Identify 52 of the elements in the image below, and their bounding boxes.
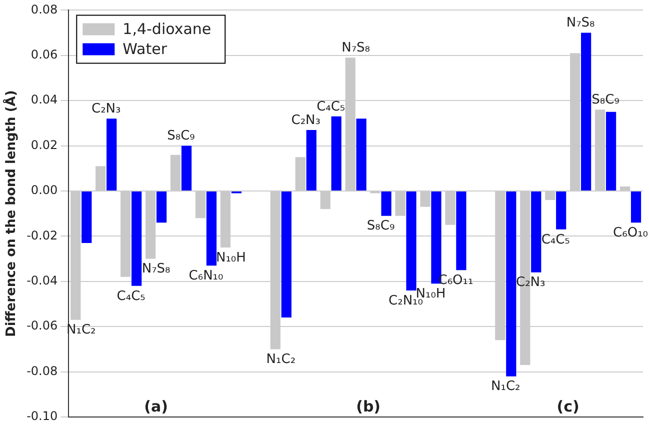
bar [281, 192, 292, 318]
bar [506, 192, 516, 376]
legend-label: 1,4-dioxane [122, 20, 212, 38]
bar [581, 32, 592, 190]
data-label: C₂N₃ [291, 112, 320, 128]
bar [106, 118, 117, 190]
bar [306, 130, 316, 190]
data-label: N₇S₈ [566, 16, 595, 31]
y-tick-label: 0.00 [30, 183, 58, 198]
data-label: C₆O₁₀ [613, 226, 648, 241]
bar [82, 192, 92, 243]
bar [606, 112, 616, 190]
data-label: N₇S₈ [142, 262, 170, 277]
y-tick-label: 0.04 [30, 92, 58, 107]
bar [181, 146, 192, 190]
y-tick-label: -0.06 [26, 318, 58, 333]
data-label: N₇S₈ [342, 40, 370, 56]
data-label: C₂N₃ [516, 275, 546, 290]
bar [156, 192, 167, 223]
bar [331, 116, 342, 190]
data-label: S₈C₉ [167, 128, 195, 144]
data-label: S₈C₉ [592, 92, 620, 108]
y-tick-label: 0.06 [30, 48, 58, 62]
data-label: C₆N₁₀ [188, 268, 224, 284]
data-label: S₈C₉ [366, 218, 395, 234]
y-axis-title: Difference on the bond length (Å) [2, 90, 20, 337]
annotation: (a) [144, 397, 168, 416]
legend-label: Water [122, 40, 168, 58]
y-tick-label: 0.02 [30, 138, 58, 152]
bar [356, 118, 366, 190]
bar [556, 192, 566, 230]
bar [381, 192, 392, 216]
bar [406, 192, 416, 290]
data-label: N₁C₂ [491, 379, 520, 394]
y-tick-label: -0.10 [26, 409, 58, 424]
data-label: N₁₀H [216, 250, 246, 266]
bar [206, 192, 217, 266]
y-tick-label: 0.08 [30, 2, 58, 16]
bar [630, 192, 642, 223]
data-label: N₁C₂ [266, 352, 296, 368]
y-tick-label: -0.02 [26, 228, 58, 242]
annotation: (c) [556, 397, 580, 416]
bar [456, 192, 466, 270]
bar [531, 192, 542, 272]
data-label: C₄C₅ [316, 99, 346, 114]
bar [132, 192, 142, 286]
y-tick-label: -0.08 [26, 364, 58, 378]
annotation: (b) [356, 397, 381, 416]
data-label: C₄C₅ [116, 288, 146, 304]
data-label: C₄C₅ [541, 232, 570, 248]
data-label: C₂N₃ [91, 102, 121, 117]
y-tick-label: -0.04 [26, 274, 58, 288]
